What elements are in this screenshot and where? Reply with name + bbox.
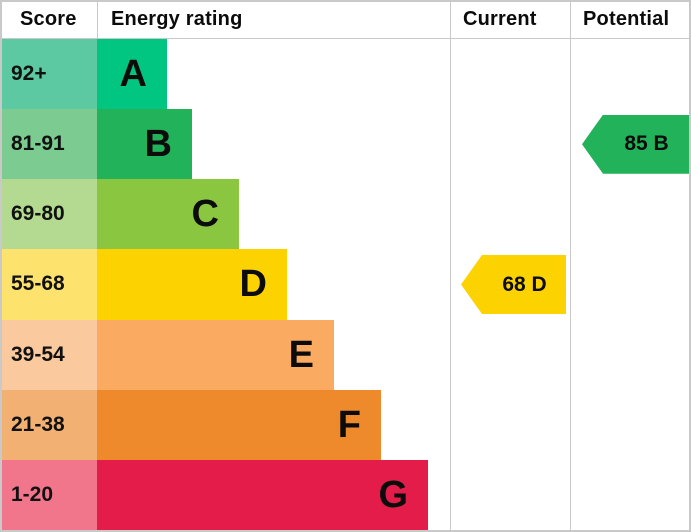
score-band-cell: 39-54 bbox=[0, 319, 97, 390]
rating-row-f: 21-38 F bbox=[0, 389, 450, 460]
score-band-label: 92+ bbox=[11, 62, 47, 86]
rating-bar: F bbox=[97, 389, 381, 460]
rating-row-b: 81-91 B bbox=[0, 109, 450, 180]
rating-row-d: 55-68 D bbox=[0, 249, 450, 320]
score-column-divider bbox=[97, 0, 98, 38]
rating-row-e: 39-54 E bbox=[0, 319, 450, 390]
rating-letter: E bbox=[288, 333, 314, 376]
rating-bar: G bbox=[97, 459, 428, 530]
column-header-current: Current bbox=[463, 7, 537, 30]
rating-bar: A bbox=[97, 39, 167, 110]
score-band-cell: 92+ bbox=[0, 39, 97, 110]
potential-rating-label: 85 B bbox=[624, 132, 669, 156]
score-band-cell: 55-68 bbox=[0, 249, 97, 320]
column-header-score: Score bbox=[20, 7, 77, 30]
rating-row-c: 69-80 C bbox=[0, 179, 450, 250]
rating-bar: C bbox=[97, 179, 239, 250]
potential-column-divider bbox=[570, 0, 571, 532]
rating-rows: 92+ A 81-91 B 69-80 C 55-68 D 39-54 E 21… bbox=[0, 39, 450, 530]
score-band-label: 1-20 bbox=[11, 482, 54, 506]
score-band-label: 69-80 bbox=[11, 202, 65, 226]
current-rating-label: 68 D bbox=[502, 272, 547, 296]
rating-letter: B bbox=[144, 123, 172, 166]
rating-letter: G bbox=[378, 473, 408, 516]
current-column-divider bbox=[450, 0, 451, 532]
score-band-cell: 81-91 bbox=[0, 109, 97, 180]
header-divider bbox=[0, 38, 691, 39]
column-header-potential: Potential bbox=[583, 7, 670, 30]
rating-row-g: 1-20 G bbox=[0, 459, 450, 530]
score-band-cell: 1-20 bbox=[0, 459, 97, 530]
score-band-label: 55-68 bbox=[11, 272, 65, 296]
rating-bar: D bbox=[97, 249, 287, 320]
rating-row-a: 92+ A bbox=[0, 39, 450, 110]
rating-letter: C bbox=[191, 193, 219, 236]
score-band-cell: 69-80 bbox=[0, 179, 97, 250]
rating-letter: D bbox=[239, 263, 267, 306]
score-band-label: 81-91 bbox=[11, 132, 65, 156]
rating-letter: F bbox=[337, 403, 361, 446]
table-header: Score Energy rating Current Potential bbox=[0, 0, 691, 39]
rating-letter: A bbox=[119, 53, 147, 96]
rating-bar: B bbox=[97, 109, 192, 180]
current-rating-arrow: 68 D bbox=[461, 255, 566, 314]
score-band-label: 21-38 bbox=[11, 412, 65, 436]
rating-bar: E bbox=[97, 319, 334, 390]
column-header-energy-rating: Energy rating bbox=[111, 7, 243, 30]
score-band-cell: 21-38 bbox=[0, 389, 97, 460]
score-band-label: 39-54 bbox=[11, 342, 65, 366]
potential-rating-arrow: 85 B bbox=[582, 114, 689, 174]
